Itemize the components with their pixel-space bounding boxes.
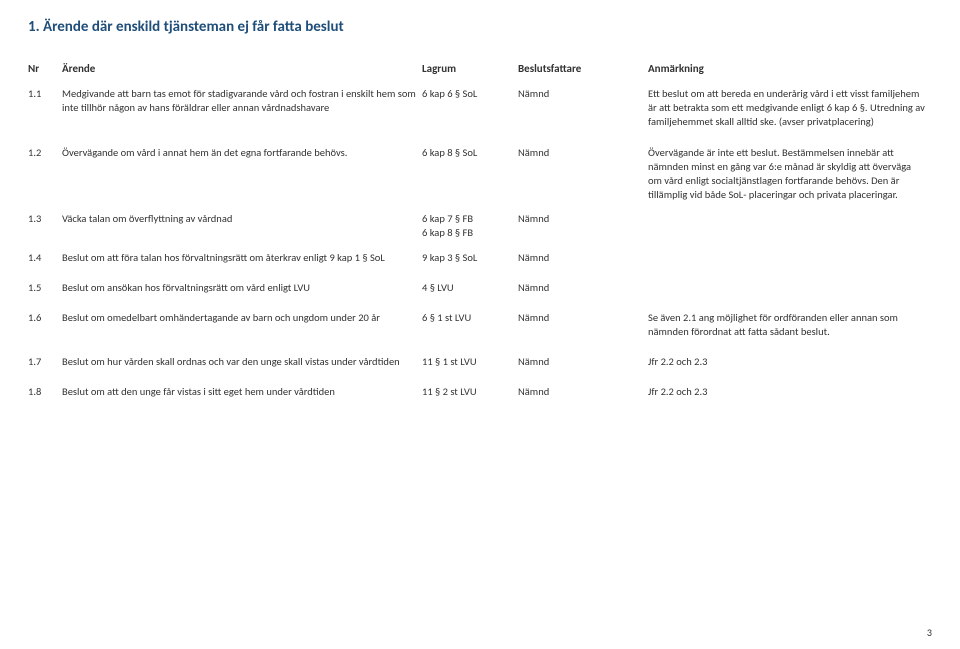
cell-arende: Beslut om att föra talan hos förvaltning… — [62, 247, 422, 271]
cell-besl: Nämnd — [518, 83, 648, 136]
cell-arende: Beslut om att den unge får vistas i sitt… — [62, 375, 422, 405]
cell-anm — [648, 208, 932, 246]
cell-arende: Medgivande att barn tas emot för stadigv… — [62, 83, 422, 136]
cell-arende: Övervägande om vård i annat hem än det e… — [62, 136, 422, 209]
table-row: 1.8 Beslut om att den unge får vistas i … — [28, 375, 932, 405]
cell-arende: Beslut om hur vården skall ordnas och va… — [62, 345, 422, 375]
table-header-row: Nr Ärende Lagrum Beslutsfattare Anmärkni… — [28, 58, 932, 83]
cell-anm — [648, 271, 932, 301]
cell-besl: Nämnd — [518, 271, 648, 301]
cell-lagrum: 6 § 1 st LVU — [422, 301, 518, 345]
cell-lagrum: 11 § 1 st LVU — [422, 345, 518, 375]
cell-nr: 1.3 — [28, 208, 62, 246]
table-row: 1.5 Beslut om ansökan hos förvaltningsrä… — [28, 271, 932, 301]
cell-nr: 1.5 — [28, 271, 62, 301]
cell-lagrum: 6 kap 7 § FB 6 kap 8 § FB — [422, 208, 518, 246]
cell-arende: Beslut om ansökan hos förvaltningsrätt o… — [62, 271, 422, 301]
cell-anm: Övervägande är inte ett beslut. Bestämme… — [648, 136, 932, 209]
cell-nr: 1.2 — [28, 136, 62, 209]
cell-lagrum: 9 kap 3 § SoL — [422, 247, 518, 271]
cell-besl: Nämnd — [518, 247, 648, 271]
cell-anm: Jfr 2.2 och 2.3 — [648, 345, 932, 375]
col-header-lagrum: Lagrum — [422, 58, 518, 83]
cell-besl: Nämnd — [518, 301, 648, 345]
table-row: 1.1 Medgivande att barn tas emot för sta… — [28, 83, 932, 136]
page-number: 3 — [927, 626, 932, 639]
rules-table: Nr Ärende Lagrum Beslutsfattare Anmärkni… — [28, 58, 932, 406]
cell-lagrum: 6 kap 6 § SoL — [422, 83, 518, 136]
cell-nr: 1.1 — [28, 83, 62, 136]
cell-besl: Nämnd — [518, 345, 648, 375]
cell-lagrum: 11 § 2 st LVU — [422, 375, 518, 405]
cell-besl: Nämnd — [518, 136, 648, 209]
cell-anm — [648, 247, 932, 271]
table-row: 1.2 Övervägande om vård i annat hem än d… — [28, 136, 932, 209]
col-header-nr: Nr — [28, 58, 62, 83]
table-row: 1.6 Beslut om omedelbart omhändertagande… — [28, 301, 932, 345]
cell-nr: 1.6 — [28, 301, 62, 345]
cell-arende: Väcka talan om överflyttning av vårdnad — [62, 208, 422, 246]
cell-nr: 1.8 — [28, 375, 62, 405]
cell-nr: 1.4 — [28, 247, 62, 271]
cell-besl: Nämnd — [518, 208, 648, 246]
cell-anm: Jfr 2.2 och 2.3 — [648, 375, 932, 405]
col-header-arende: Ärende — [62, 58, 422, 83]
table-row: 1.3 Väcka talan om överflyttning av vård… — [28, 208, 932, 246]
cell-lagrum: 4 § LVU — [422, 271, 518, 301]
page-title: 1. Ärende där enskild tjänsteman ej får … — [28, 18, 932, 36]
col-header-beslutsfattare: Beslutsfattare — [518, 58, 648, 83]
cell-besl: Nämnd — [518, 375, 648, 405]
table-row: 1.4 Beslut om att föra talan hos förvalt… — [28, 247, 932, 271]
cell-anm: Ett beslut om att bereda en underårig vå… — [648, 83, 932, 136]
cell-arende: Beslut om omedelbart omhändertagande av … — [62, 301, 422, 345]
cell-anm: Se även 2.1 ang möjlighet för ordförande… — [648, 301, 932, 345]
cell-nr: 1.7 — [28, 345, 62, 375]
table-row: 1.7 Beslut om hur vården skall ordnas oc… — [28, 345, 932, 375]
col-header-anmarkning: Anmärkning — [648, 58, 932, 83]
cell-lagrum: 6 kap 8 § SoL — [422, 136, 518, 209]
